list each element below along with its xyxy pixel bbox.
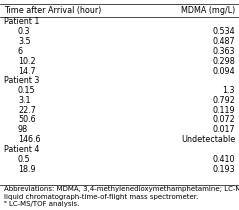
Text: 0.193: 0.193	[212, 164, 235, 173]
Text: ᵃ LC-MS/TOF analysis.: ᵃ LC-MS/TOF analysis.	[4, 201, 79, 207]
Text: Patient 3: Patient 3	[4, 76, 39, 85]
Text: 0.017: 0.017	[212, 125, 235, 134]
Text: 6: 6	[18, 47, 23, 56]
Text: 0.5: 0.5	[18, 155, 31, 164]
Text: 50.6: 50.6	[18, 116, 36, 125]
Text: 0.119: 0.119	[212, 106, 235, 115]
Text: 0.15: 0.15	[18, 86, 36, 95]
Text: 18.9: 18.9	[18, 164, 36, 173]
Text: 0.298: 0.298	[212, 57, 235, 66]
Text: 14.7: 14.7	[18, 67, 36, 76]
Text: Patient 1: Patient 1	[4, 17, 39, 26]
Text: 0.487: 0.487	[212, 37, 235, 46]
Text: 0.072: 0.072	[212, 116, 235, 125]
Text: Abbreviations: MDMA, 3,4-methylenedioxymethamphetamine; LC-MS/TOF,: Abbreviations: MDMA, 3,4-methylenedioxym…	[4, 186, 239, 192]
Text: Undetectable: Undetectable	[181, 135, 235, 144]
Text: MDMA (mg/L): MDMA (mg/L)	[181, 6, 235, 15]
Text: Patient 4: Patient 4	[4, 145, 39, 154]
Text: 0.363: 0.363	[212, 47, 235, 56]
Text: 1.3: 1.3	[223, 86, 235, 95]
Text: 0.094: 0.094	[212, 67, 235, 76]
Text: 10.2: 10.2	[18, 57, 36, 66]
Text: liquid chromatograph-time-of-flight mass spectrometer.: liquid chromatograph-time-of-flight mass…	[4, 193, 198, 199]
Text: 0.410: 0.410	[212, 155, 235, 164]
Text: 3.1: 3.1	[18, 96, 31, 105]
Text: 0.792: 0.792	[212, 96, 235, 105]
Text: 146.6: 146.6	[18, 135, 40, 144]
Text: Time after Arrival (hour): Time after Arrival (hour)	[4, 6, 101, 15]
Text: 0.534: 0.534	[212, 27, 235, 36]
Text: 98: 98	[18, 125, 28, 134]
Text: 22.7: 22.7	[18, 106, 36, 115]
Text: 0.3: 0.3	[18, 27, 31, 36]
Text: 3.5: 3.5	[18, 37, 31, 46]
